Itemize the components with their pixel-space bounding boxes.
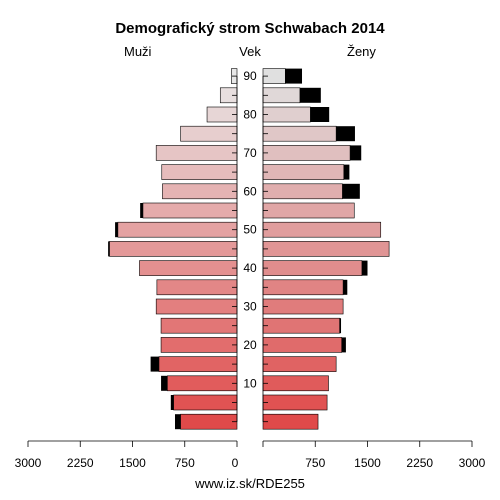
bar-men-15-19 [158,356,238,372]
bar-men-excess-55-59 [140,203,143,218]
bar-women-excess-20-24 [341,337,346,353]
bar-women-75-79 [262,125,337,142]
x-axis: 3000 2250 1500 750 0 750 1500 2250 3000 [15,440,486,470]
bar-men-35-39 [156,279,238,296]
x-tick-4: 0 [232,456,239,470]
age-tick-40: 40 [243,261,257,275]
bar-men-excess-50-54 [115,222,118,238]
age-tick-90: 90 [243,69,257,83]
bar-women-excess-60-64 [342,183,360,199]
x-tick-5: 750 [305,456,325,470]
x-tick-0: 3000 [15,456,42,470]
x-tick-1: 2250 [67,456,94,470]
bar-women-25-29 [262,317,340,334]
x-tick-8: 3000 [459,456,486,470]
bar-women-excess-75-79 [336,126,355,142]
bar-men-5-9 [173,394,238,411]
chart-title: Demografický strom Schwabach 2014 [115,20,385,37]
center-label: Vek [239,44,261,59]
bar-women-excess-35-39 [343,279,348,295]
bar-women-80-84 [262,106,311,123]
bar-women-60-64 [262,183,343,200]
bar-women-40-44 [262,260,363,276]
bar-men-25-29 [160,317,238,334]
bar-women-35-39 [262,279,344,296]
bar-women-45-49 [262,241,390,257]
bar-men-45-49 [109,241,238,257]
bar-women-50-54 [262,221,382,238]
age-tick-10: 10 [243,376,257,390]
x-tick-3: 750 [175,456,195,470]
bar-men-excess-15-19 [150,356,159,372]
bar-men-55-59 [142,202,238,219]
bar-women-15-19 [262,356,337,372]
bars-group [108,68,390,430]
age-tick-20: 20 [243,338,257,352]
age-tick-60: 60 [243,184,257,198]
bar-women-excess-25-29 [339,318,342,334]
bar-women-65-69 [262,164,345,180]
bar-women-excess-90+ [285,68,303,84]
bar-women-excess-80-84 [310,107,330,122]
bar-women-10-14 [262,375,329,392]
bar-men-20-24 [160,337,238,353]
bar-women-70-74 [262,145,351,161]
bar-men-60-64 [162,183,238,200]
bar-men-50-54 [117,221,238,238]
left-label: Muži [124,44,152,59]
bar-women-30-34 [262,298,344,315]
right-label: Ženy [347,44,376,59]
bar-men-excess-0-4 [174,414,181,430]
footer-url[interactable]: www.iz.sk/RDE255 [194,476,305,491]
bar-women-excess-85-89 [299,87,321,103]
bar-men-0-4 [180,413,238,430]
bar-men-40-44 [139,260,238,276]
x-tick-7: 2250 [406,456,433,470]
bar-men-10-14 [167,375,238,392]
bar-men-75-79 [180,125,238,142]
bar-women-85-89 [262,87,301,104]
age-tick-80: 80 [243,108,257,122]
bar-men-excess-10-14 [161,375,168,391]
bar-men-excess-45-49 [108,241,110,257]
bar-men-30-34 [155,298,238,315]
age-tick-70: 70 [243,146,257,160]
bar-women-0-4 [262,413,319,430]
bar-women-5-9 [262,394,328,411]
bar-women-excess-70-74 [350,145,362,161]
bar-women-20-24 [262,337,343,353]
x-tick-6: 1500 [354,456,381,470]
age-tick-50: 50 [243,223,257,237]
age-tick-30: 30 [243,300,257,314]
age-axis: 10 20 30 40 50 60 70 80 90 [232,69,268,423]
bar-men-65-69 [161,164,238,180]
bar-women-55-59 [262,202,355,219]
bar-men-70-74 [155,145,238,161]
x-tick-2: 1500 [119,456,146,470]
bar-women-excess-40-44 [361,260,368,276]
bar-men-excess-5-9 [170,395,174,410]
bar-women-excess-65-69 [343,164,350,180]
